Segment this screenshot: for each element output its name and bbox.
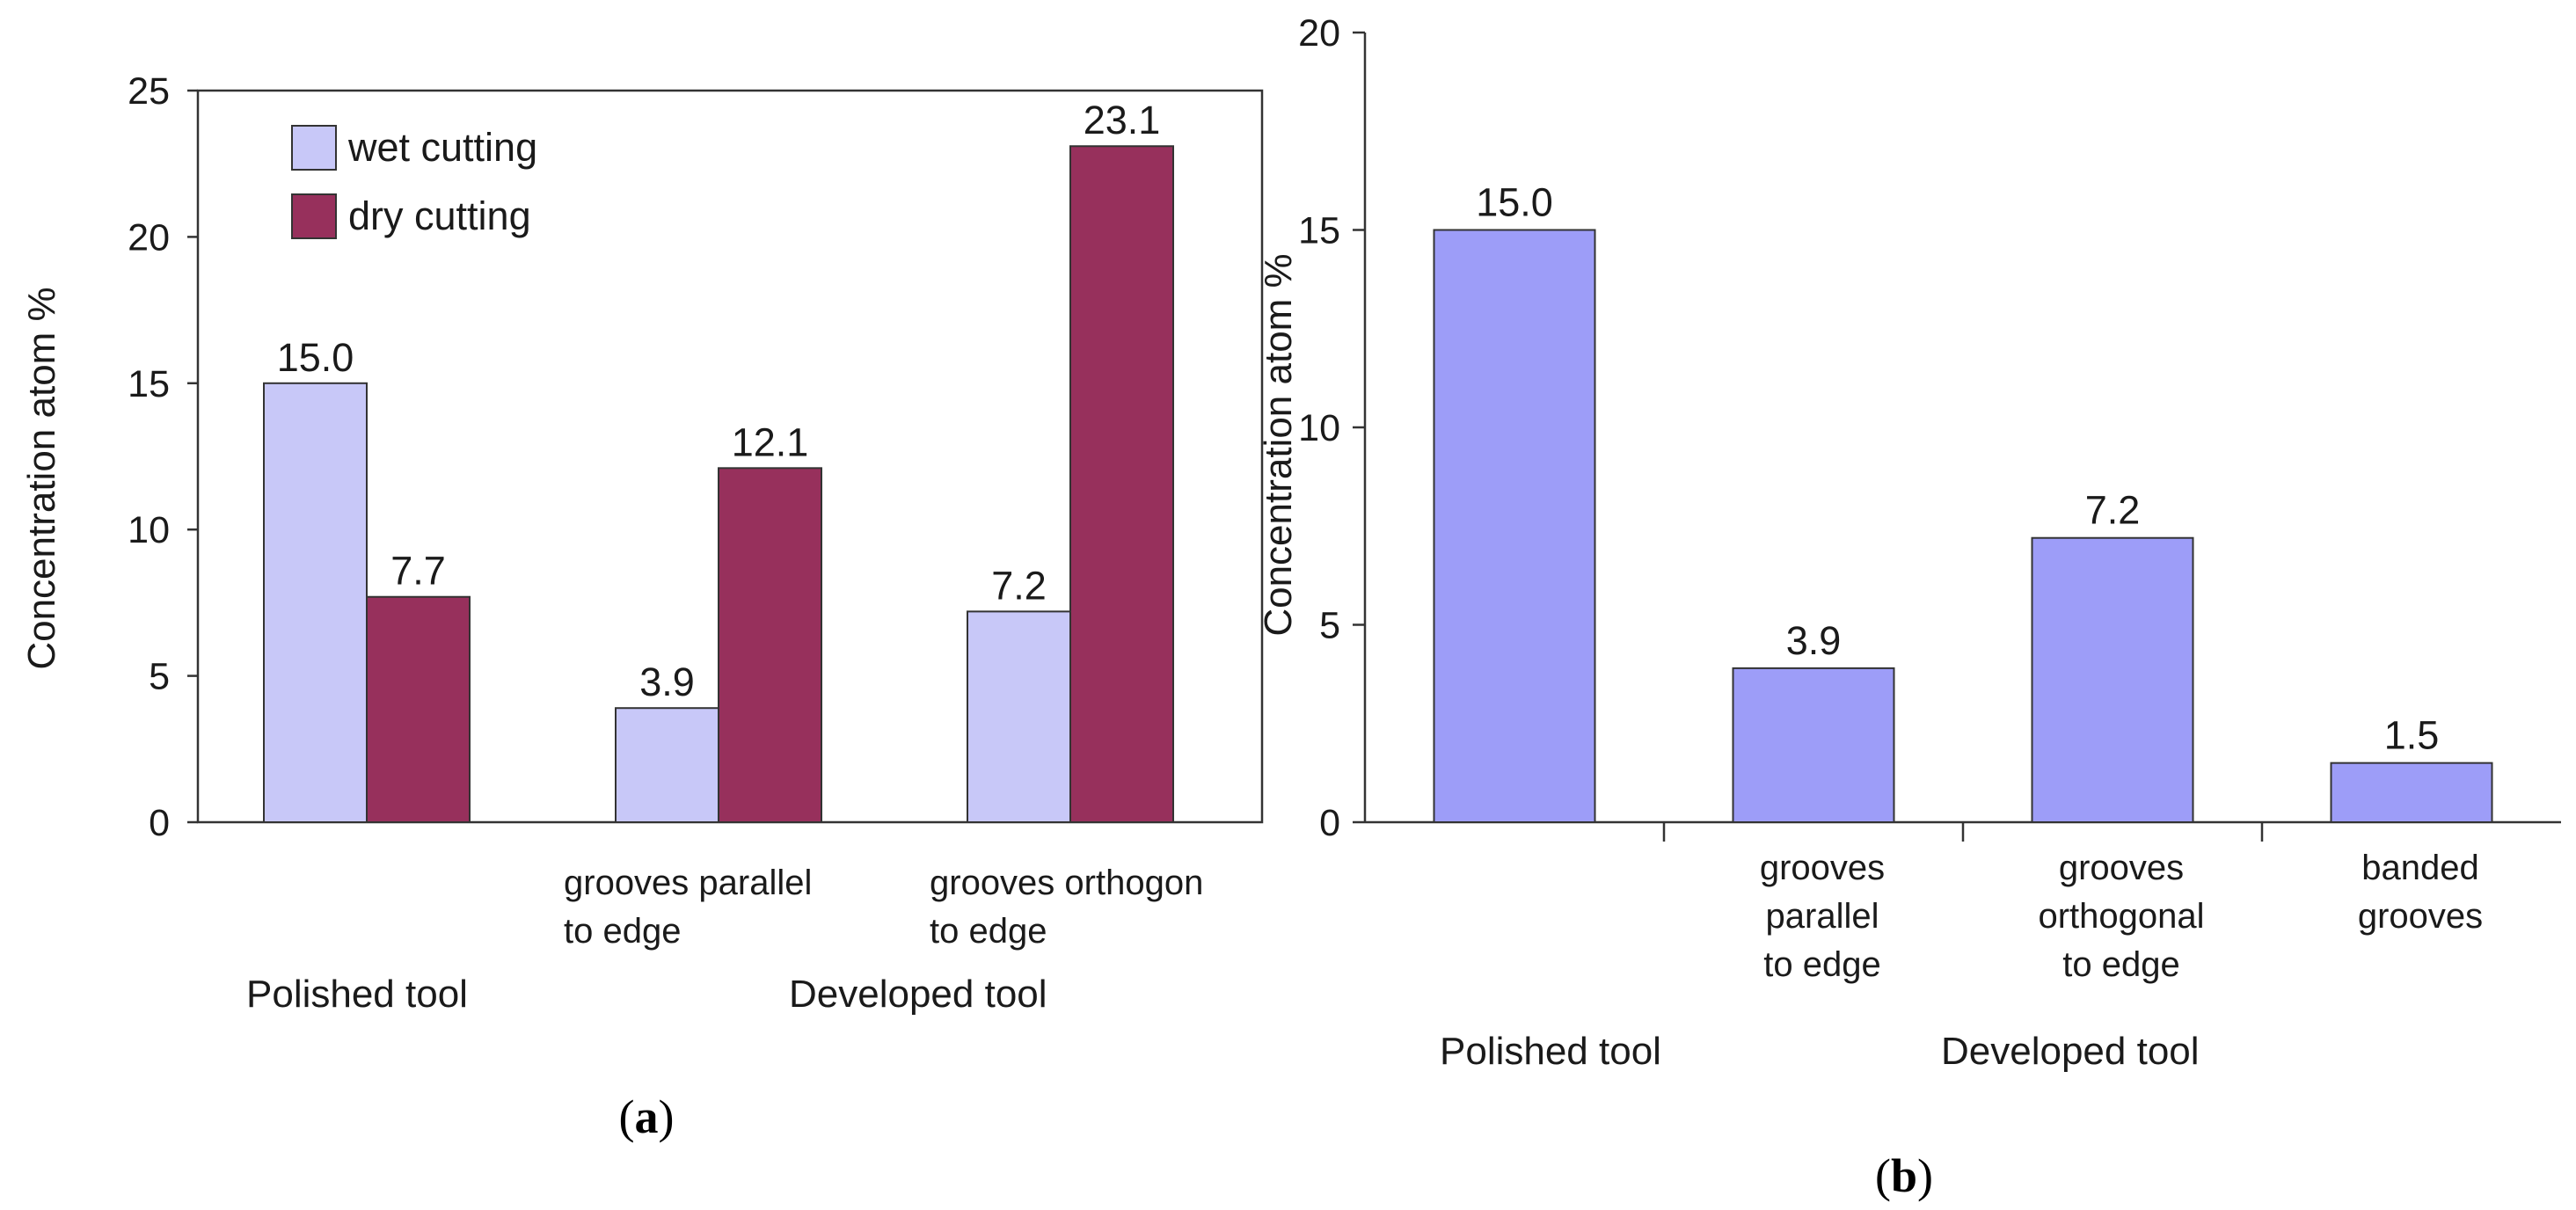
category-label: grooves orthogon: [930, 864, 1203, 902]
data-label: 1.5: [2384, 713, 2440, 758]
group-label-developed-tool: Developed tool: [1941, 1030, 2200, 1073]
bar-wet-cutting: [967, 610, 1071, 823]
bar: [1433, 229, 1596, 823]
y-axis-label-a: Concentration atom %: [20, 287, 63, 669]
group-label-polished-tool: Polished tool: [246, 973, 468, 1016]
category-label: to edge: [1763, 945, 1880, 984]
bar-dry-cutting: [1069, 145, 1174, 823]
data-label: 3.9: [1786, 618, 1842, 663]
data-label: 7.7: [390, 549, 446, 594]
category-label: to edge: [2062, 945, 2179, 984]
group-label-polished-tool: Polished tool: [1440, 1030, 1661, 1073]
y-axis-label-b: Concentration atom %: [1257, 253, 1300, 636]
y-tick-label-a: 10: [128, 509, 170, 551]
bar-dry-cutting: [366, 595, 471, 824]
chart-a: 0 5 10 15 20 25 Concentration atom % 15.0 3.9 7.2…: [20, 70, 1264, 1016]
chart-b: 0 5 10 15 20 Concentration atom % 15.0 3.9 groov…: [1257, 12, 2561, 1073]
bar: [2330, 762, 2493, 824]
y-tick-label-a: 20: [128, 216, 170, 259]
data-label: 7.2: [2085, 488, 2141, 533]
data-label: 15.0: [1476, 180, 1553, 225]
legend-swatch-wet-cutting: [291, 125, 337, 171]
bar-wet-cutting: [615, 707, 719, 824]
category-label: grooves: [2358, 897, 2483, 936]
category-label: grooves: [2059, 849, 2184, 887]
bar: [1732, 667, 1895, 824]
y-tick-label-b: 5: [1319, 605, 1340, 647]
data-label: 3.9: [639, 660, 695, 704]
group-label-developed-tool: Developed tool: [789, 973, 1047, 1016]
bar-dry-cutting: [718, 467, 822, 823]
y-tick-label-b: 20: [1298, 12, 1340, 55]
caption-a-letter: a: [635, 1090, 659, 1143]
category-label: to edge: [930, 912, 1047, 951]
y-tick-label-b: 10: [1298, 407, 1340, 449]
legend-label-wet-cutting: wet cutting: [347, 125, 537, 170]
category-label: orthogonal: [2038, 897, 2204, 936]
y-tick-label-a: 5: [149, 656, 170, 698]
y-tick-label-a: 15: [128, 363, 170, 405]
y-tick-label-a: 25: [128, 70, 170, 113]
data-label: 12.1: [732, 419, 809, 464]
caption-a: (a): [619, 1090, 675, 1143]
caption-b-letter: b: [1891, 1149, 1917, 1202]
bar: [2031, 536, 2194, 823]
caption-b: (b): [1875, 1149, 1933, 1202]
y-tick-label-b: 15: [1298, 210, 1340, 252]
category-label: to edge: [564, 912, 681, 951]
y-tick-label-b: 0: [1319, 802, 1340, 844]
data-label: 7.2: [991, 563, 1047, 608]
bar-wet-cutting: [263, 382, 368, 823]
data-label: 15.0: [277, 335, 354, 380]
category-label: banded: [2361, 849, 2478, 887]
category-label: parallel: [1766, 897, 1879, 936]
data-label: 23.1: [1084, 98, 1161, 142]
category-label: grooves parallel: [564, 864, 812, 902]
category-label: grooves: [1760, 849, 1885, 887]
y-tick-label-a: 0: [149, 802, 170, 844]
legend-label-dry-cutting: dry cutting: [348, 193, 531, 238]
legend-swatch-dry-cutting: [291, 193, 337, 239]
